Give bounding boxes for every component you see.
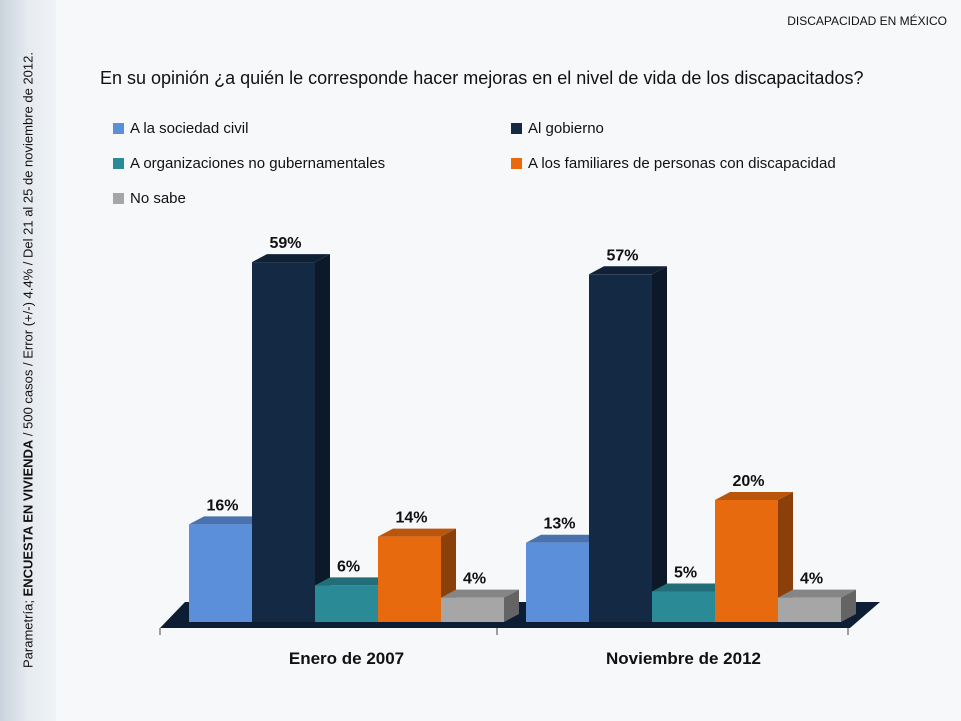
legend-swatch (113, 123, 124, 134)
bar-1-4-side (841, 589, 856, 622)
category-label: Noviembre de 2012 (606, 649, 761, 668)
bar-1-4-top (778, 589, 856, 598)
legend-label: Al gobierno (528, 120, 604, 137)
legend-label: A organizaciones no gubernamentales (130, 155, 386, 172)
bar-1-2 (652, 591, 715, 622)
legend-label: A la sociedad civil (130, 120, 249, 137)
bar-1-0-top (526, 534, 604, 543)
bar-0-2-top (315, 577, 393, 586)
bar-1-2-top (652, 583, 730, 592)
bar-0-3 (378, 536, 441, 622)
bar-0-4 (441, 597, 504, 622)
bar-0-3-top (378, 528, 456, 537)
data-label: 5% (674, 565, 697, 582)
bar-0-1-side (315, 254, 330, 622)
legend-item-familiares: A los familiares de personas con discapa… (511, 155, 836, 172)
bar-1-3 (715, 500, 778, 622)
legend-label: No sabe (130, 190, 186, 207)
legend-item-ong: A organizaciones no gubernamentales (113, 155, 385, 172)
bar-0-0 (189, 524, 252, 622)
data-label: 4% (800, 571, 823, 588)
legend-swatch (113, 158, 124, 169)
bar-0-2 (315, 585, 378, 622)
data-label: 57% (606, 247, 638, 264)
bar-1-1-top (589, 266, 667, 275)
data-label: 13% (543, 516, 575, 533)
bar-0-4-top (441, 589, 519, 598)
side-strip (0, 0, 56, 721)
bar-1-0 (526, 542, 589, 622)
legend-item-gobierno: Al gobierno (511, 120, 604, 137)
data-label: 14% (395, 510, 427, 527)
legend-item-no-sabe: No sabe (113, 190, 186, 207)
legend-swatch (511, 123, 522, 134)
bar-1-3-top (715, 492, 793, 500)
legend-swatch (113, 193, 124, 204)
legend-label: A los familiares de personas con discapa… (528, 155, 836, 172)
data-label: 16% (206, 497, 238, 514)
category-label: Enero de 2007 (289, 649, 404, 668)
data-label: 4% (463, 571, 486, 588)
bar-0-4-side (504, 589, 519, 622)
header-tag: DISCAPACIDAD EN MÉXICO (787, 14, 947, 28)
bar-0-1-top (252, 254, 330, 263)
legend-swatch (511, 158, 522, 169)
data-label: 20% (732, 473, 764, 490)
bar-1-1-side (652, 266, 667, 622)
data-label: 59% (269, 235, 301, 252)
question-title: En su opinión ¿a quién le corresponde ha… (100, 68, 864, 88)
legend-item-sociedad-civil: A la sociedad civil (113, 120, 248, 137)
bar-1-3-side (778, 492, 793, 622)
bar-1-4 (778, 597, 841, 622)
bar-0-1 (252, 262, 315, 622)
bar-0-0-top (189, 516, 267, 525)
bar-1-1 (589, 274, 652, 622)
data-label: 6% (337, 558, 360, 575)
